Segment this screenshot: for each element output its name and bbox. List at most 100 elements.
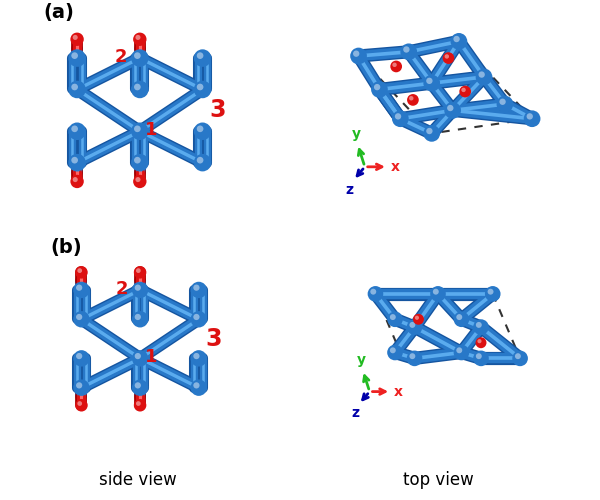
Circle shape xyxy=(197,126,203,132)
Circle shape xyxy=(387,312,403,327)
Circle shape xyxy=(133,175,146,188)
Circle shape xyxy=(407,350,422,366)
Circle shape xyxy=(473,320,489,335)
Circle shape xyxy=(461,88,466,92)
Circle shape xyxy=(132,380,148,396)
Circle shape xyxy=(433,288,439,294)
Circle shape xyxy=(476,338,487,348)
Circle shape xyxy=(75,399,88,411)
Circle shape xyxy=(134,314,141,320)
Circle shape xyxy=(191,380,207,396)
Circle shape xyxy=(424,75,440,92)
Circle shape xyxy=(134,399,146,411)
Circle shape xyxy=(400,44,417,60)
Text: 3: 3 xyxy=(206,327,222,351)
Circle shape xyxy=(132,311,148,328)
Text: z: z xyxy=(351,406,359,420)
Circle shape xyxy=(77,401,82,406)
Circle shape xyxy=(476,353,482,359)
Circle shape xyxy=(132,350,148,366)
Circle shape xyxy=(447,105,454,111)
Circle shape xyxy=(76,284,82,291)
Circle shape xyxy=(76,314,82,320)
Circle shape xyxy=(134,266,146,278)
Circle shape xyxy=(68,80,86,98)
Text: 1: 1 xyxy=(145,348,157,366)
Circle shape xyxy=(131,80,149,98)
Circle shape xyxy=(497,96,513,112)
Circle shape xyxy=(134,157,140,164)
Circle shape xyxy=(193,284,200,291)
Circle shape xyxy=(353,50,359,57)
Circle shape xyxy=(136,268,141,273)
Circle shape xyxy=(426,78,433,84)
Circle shape xyxy=(197,157,203,164)
Circle shape xyxy=(132,282,148,298)
Circle shape xyxy=(476,322,482,328)
Circle shape xyxy=(71,52,78,59)
Circle shape xyxy=(73,350,89,366)
Circle shape xyxy=(194,122,211,140)
Circle shape xyxy=(395,113,401,119)
Circle shape xyxy=(445,54,449,58)
Circle shape xyxy=(73,282,89,298)
Circle shape xyxy=(191,311,207,328)
Circle shape xyxy=(350,48,367,64)
Text: 2: 2 xyxy=(115,48,127,66)
Circle shape xyxy=(430,286,446,302)
Circle shape xyxy=(415,316,419,320)
Circle shape xyxy=(197,84,203,90)
Text: (b): (b) xyxy=(50,238,82,257)
Circle shape xyxy=(68,122,86,140)
Circle shape xyxy=(197,52,203,59)
Circle shape xyxy=(409,322,415,328)
Circle shape xyxy=(191,282,207,298)
Circle shape xyxy=(136,401,141,406)
Circle shape xyxy=(75,266,88,278)
Circle shape xyxy=(403,46,410,52)
Circle shape xyxy=(73,311,89,328)
Circle shape xyxy=(68,50,86,67)
Circle shape xyxy=(478,339,482,344)
Circle shape xyxy=(136,177,140,182)
Circle shape xyxy=(485,286,500,302)
Text: top view: top view xyxy=(403,471,473,489)
Circle shape xyxy=(444,102,461,118)
Circle shape xyxy=(73,35,78,40)
Circle shape xyxy=(413,314,424,324)
Text: z: z xyxy=(345,182,353,196)
Circle shape xyxy=(407,320,422,335)
Circle shape xyxy=(70,32,84,46)
Circle shape xyxy=(131,50,149,67)
Circle shape xyxy=(193,382,200,388)
Text: 3: 3 xyxy=(210,98,226,122)
Circle shape xyxy=(71,84,78,90)
Circle shape xyxy=(133,32,146,46)
Circle shape xyxy=(512,350,528,366)
Circle shape xyxy=(193,314,200,320)
Circle shape xyxy=(476,68,493,86)
Circle shape xyxy=(387,344,403,360)
Circle shape xyxy=(194,50,211,67)
Circle shape xyxy=(71,126,78,132)
Circle shape xyxy=(409,353,415,359)
Circle shape xyxy=(131,122,149,140)
Circle shape xyxy=(134,284,141,291)
Circle shape xyxy=(134,353,141,359)
Circle shape xyxy=(407,94,419,106)
Circle shape xyxy=(194,154,211,172)
Circle shape xyxy=(70,175,84,188)
Circle shape xyxy=(136,35,140,40)
Circle shape xyxy=(71,157,78,164)
Circle shape xyxy=(73,380,89,396)
Circle shape xyxy=(426,128,433,134)
Text: x: x xyxy=(391,160,400,174)
Circle shape xyxy=(460,86,471,98)
Circle shape xyxy=(374,84,380,90)
Text: side view: side view xyxy=(99,471,177,489)
Circle shape xyxy=(473,350,489,366)
Circle shape xyxy=(456,348,462,354)
Circle shape xyxy=(478,72,485,78)
Circle shape xyxy=(368,286,383,302)
Circle shape xyxy=(134,52,140,59)
